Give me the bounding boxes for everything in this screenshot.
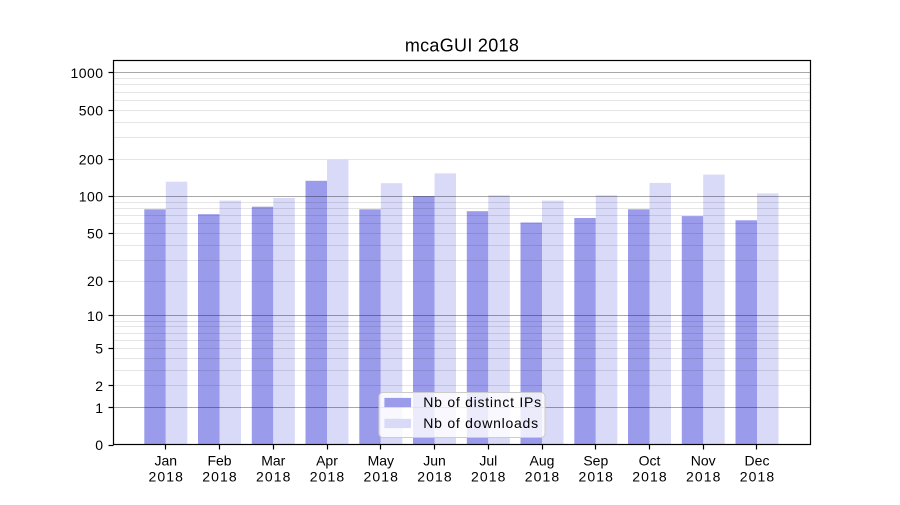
svg-text:10: 10 xyxy=(87,308,104,324)
svg-text:1000: 1000 xyxy=(70,65,103,81)
svg-text:Jul: Jul xyxy=(479,453,497,469)
svg-text:500: 500 xyxy=(79,102,104,118)
svg-text:2018: 2018 xyxy=(149,468,185,484)
svg-text:2018: 2018 xyxy=(417,468,453,484)
svg-text:2018: 2018 xyxy=(632,468,668,484)
svg-text:Nov: Nov xyxy=(691,453,716,469)
svg-text:2018: 2018 xyxy=(579,468,615,484)
svg-text:May: May xyxy=(368,453,394,469)
svg-text:1: 1 xyxy=(95,400,103,416)
svg-text:Dec: Dec xyxy=(745,453,770,469)
svg-text:2018: 2018 xyxy=(310,468,346,484)
svg-text:2: 2 xyxy=(95,378,103,394)
svg-text:2018: 2018 xyxy=(686,468,722,484)
svg-text:50: 50 xyxy=(87,225,104,241)
svg-text:Nb of downloads: Nb of downloads xyxy=(423,415,539,431)
svg-text:Jan: Jan xyxy=(155,453,178,469)
svg-text:Jun: Jun xyxy=(423,453,446,469)
svg-text:0: 0 xyxy=(95,437,103,453)
svg-text:200: 200 xyxy=(79,152,104,168)
svg-text:2018: 2018 xyxy=(364,468,400,484)
svg-text:Aug: Aug xyxy=(530,453,555,469)
svg-text:2018: 2018 xyxy=(740,468,776,484)
svg-text:5: 5 xyxy=(95,341,103,357)
svg-text:Nb of distinct IPs: Nb of distinct IPs xyxy=(423,394,542,410)
svg-text:Feb: Feb xyxy=(207,453,231,469)
svg-text:20: 20 xyxy=(87,273,104,289)
svg-text:2018: 2018 xyxy=(471,468,507,484)
svg-text:Apr: Apr xyxy=(316,453,338,469)
svg-text:100: 100 xyxy=(79,189,104,205)
svg-text:Mar: Mar xyxy=(261,453,285,469)
svg-text:Oct: Oct xyxy=(639,453,661,469)
svg-text:2018: 2018 xyxy=(202,468,238,484)
svg-text:Sep: Sep xyxy=(583,453,608,469)
svg-text:2018: 2018 xyxy=(256,468,292,484)
svg-text:2018: 2018 xyxy=(525,468,561,484)
svg-text:mcaGUI 2018: mcaGUI 2018 xyxy=(405,36,519,56)
